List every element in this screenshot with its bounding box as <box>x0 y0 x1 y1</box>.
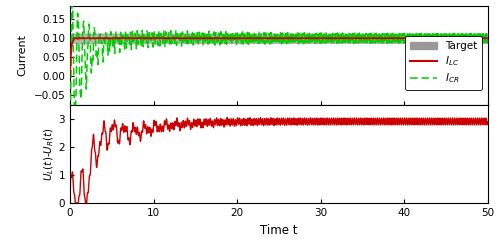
X-axis label: Time t: Time t <box>260 223 298 237</box>
Legend: Target, $I_{LC}$, $I_{CR}$: Target, $I_{LC}$, $I_{CR}$ <box>405 36 482 90</box>
Y-axis label: $U_L(t)$-$U_R(t)$: $U_L(t)$-$U_R(t)$ <box>42 127 56 181</box>
Y-axis label: Current: Current <box>18 34 28 76</box>
